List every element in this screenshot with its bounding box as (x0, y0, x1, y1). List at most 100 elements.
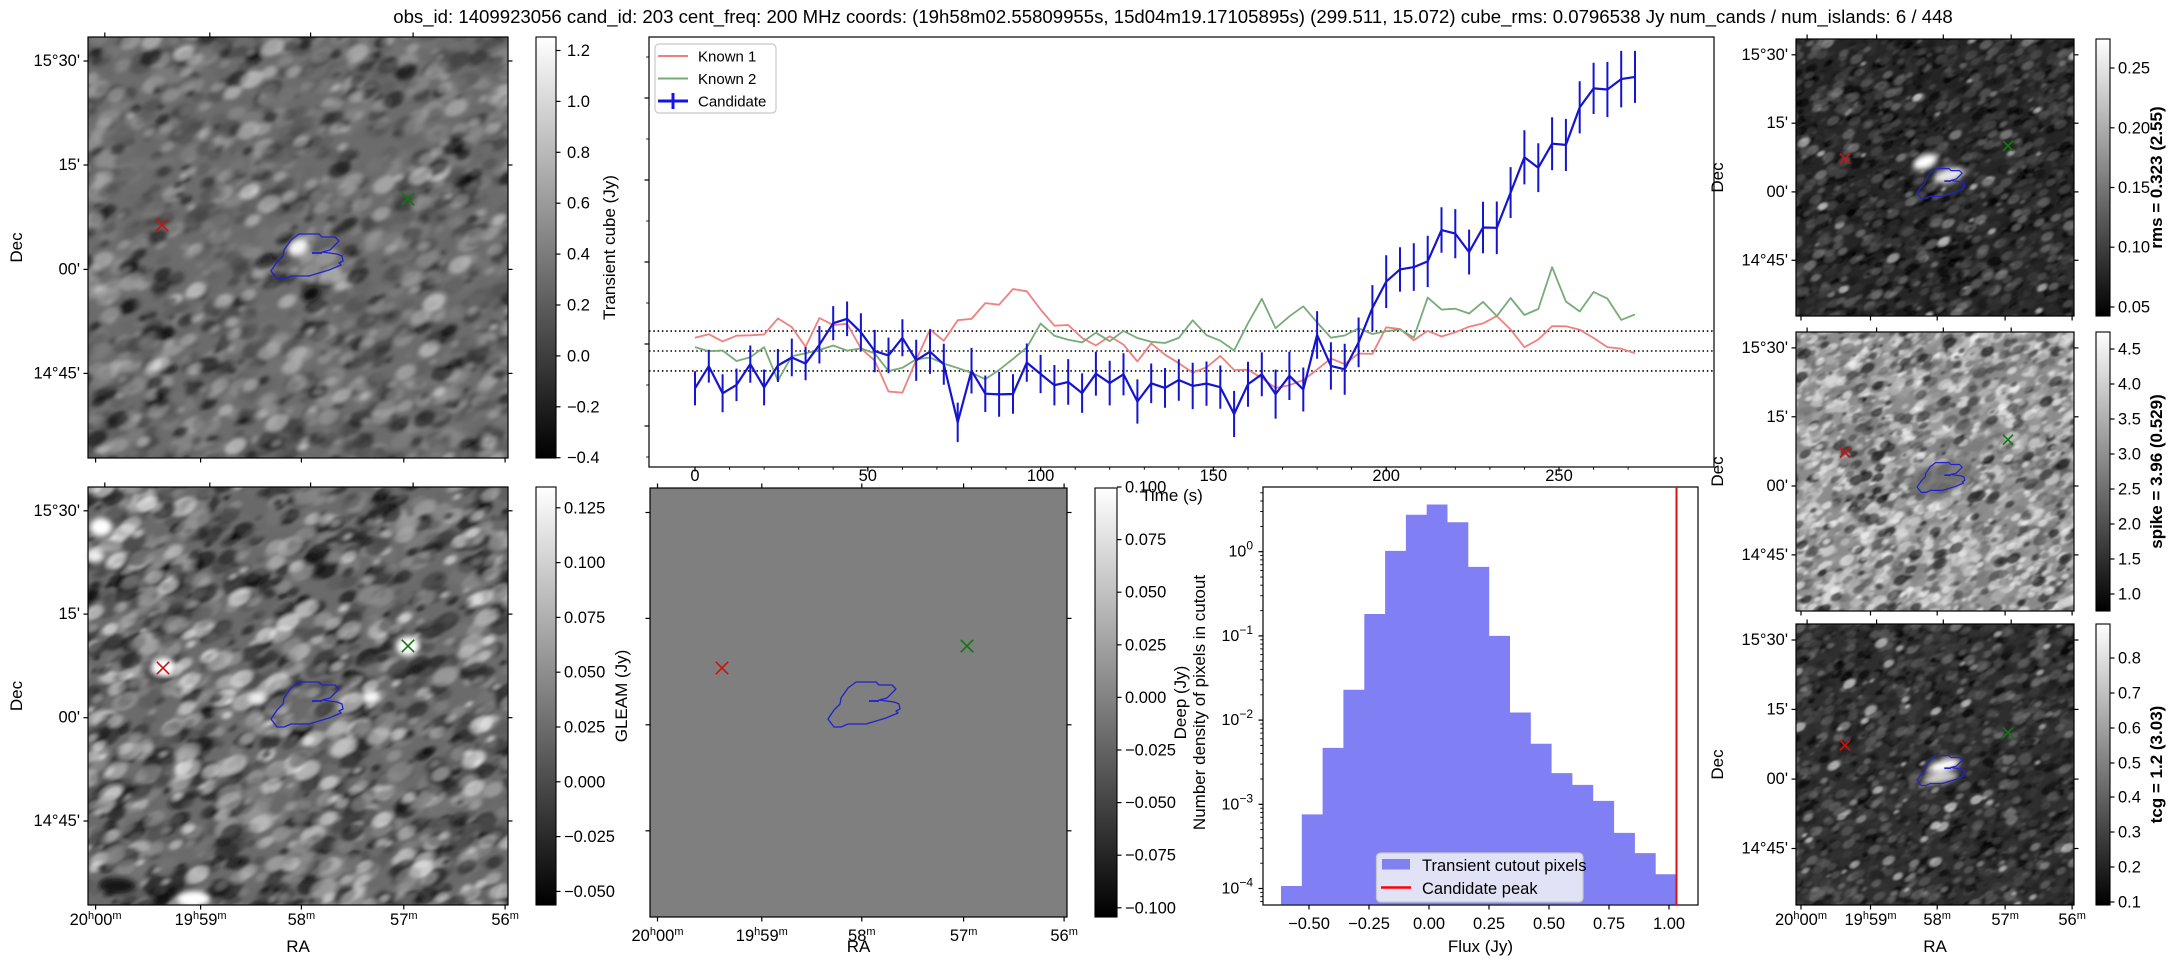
svg-text:Transient cutout pixels: Transient cutout pixels (1422, 857, 1586, 875)
svg-text:0.5: 0.5 (2118, 755, 2141, 773)
svg-text:0.25: 0.25 (2118, 60, 2150, 78)
svg-text:20h00m: 20h00m (1775, 910, 1827, 929)
svg-text:0.100: 0.100 (564, 554, 605, 572)
svg-text:Dec: Dec (7, 232, 26, 263)
svg-text:Dec: Dec (1708, 162, 1727, 193)
svg-text:0.10: 0.10 (2118, 239, 2150, 257)
svg-text:100: 100 (1229, 539, 1254, 561)
svg-text:1.0: 1.0 (2118, 586, 2141, 604)
svg-text:100: 100 (1027, 467, 1055, 485)
svg-text:0.075: 0.075 (564, 609, 605, 627)
svg-text:Dec: Dec (7, 680, 26, 711)
svg-text:0.000: 0.000 (1125, 689, 1166, 707)
svg-text:0.050: 0.050 (564, 664, 605, 682)
svg-text:Candidate: Candidate (698, 94, 766, 111)
svg-text:56m: 56m (1050, 926, 1078, 945)
svg-text:150: 150 (1200, 467, 1228, 485)
svg-text:10−4: 10−4 (1222, 876, 1254, 898)
svg-text:−0.4: −0.4 (567, 449, 600, 467)
svg-text:0.8: 0.8 (2118, 650, 2141, 668)
svg-text:0.1: 0.1 (2118, 894, 2141, 912)
svg-text:14°45': 14°45' (1742, 251, 1788, 269)
svg-text:−0.25: −0.25 (1348, 915, 1390, 933)
svg-text:0.4: 0.4 (567, 246, 590, 264)
svg-text:14°45': 14°45' (1742, 840, 1788, 858)
svg-text:−0.050: −0.050 (1125, 794, 1176, 812)
svg-text:1.2: 1.2 (567, 42, 590, 60)
svg-text:rms = 0.323 (2.55): rms = 0.323 (2.55) (2147, 106, 2166, 248)
svg-text:20h00m: 20h00m (631, 926, 683, 945)
svg-text:−0.025: −0.025 (564, 828, 615, 846)
svg-text:RA: RA (847, 937, 871, 956)
svg-text:RA: RA (286, 937, 310, 956)
svg-text:19h59m: 19h59m (736, 926, 788, 945)
svg-text:15°30': 15°30' (1742, 339, 1788, 357)
svg-text:0.000: 0.000 (564, 773, 605, 791)
svg-text:−0.025: −0.025 (1125, 742, 1176, 760)
svg-text:0.100: 0.100 (1125, 479, 1166, 497)
svg-text:250: 250 (1545, 467, 1573, 485)
svg-text:0.7: 0.7 (2118, 685, 2141, 703)
svg-text:15°30': 15°30' (1742, 46, 1788, 64)
svg-text:00': 00' (1766, 770, 1788, 788)
svg-text:58m: 58m (288, 910, 316, 929)
svg-text:15°30': 15°30' (1742, 631, 1788, 649)
svg-text:00': 00' (58, 260, 80, 278)
svg-text:Known 2: Known 2 (698, 71, 756, 88)
svg-text:−0.050: −0.050 (564, 883, 615, 901)
svg-text:2.0: 2.0 (2118, 516, 2141, 534)
svg-text:1.5: 1.5 (2118, 551, 2141, 569)
svg-text:GLEAM (Jy): GLEAM (Jy) (612, 650, 631, 743)
svg-text:10−1: 10−1 (1222, 623, 1254, 645)
svg-text:spike = 3.96 (0.529): spike = 3.96 (0.529) (2147, 394, 2166, 549)
svg-text:3.0: 3.0 (2118, 446, 2141, 464)
svg-text:56m: 56m (2058, 910, 2086, 929)
svg-text:0.2: 0.2 (2118, 859, 2141, 877)
svg-text:0.4: 0.4 (2118, 789, 2141, 807)
svg-text:obs_id: 1409923056 cand_id: 20: obs_id: 1409923056 cand_id: 203 cent_fre… (393, 6, 1953, 28)
svg-text:15': 15' (1766, 408, 1788, 426)
svg-text:0.50: 0.50 (1533, 915, 1565, 933)
svg-text:15': 15' (1766, 114, 1788, 132)
svg-text:0.8: 0.8 (567, 144, 590, 162)
svg-text:0.125: 0.125 (564, 499, 605, 517)
svg-text:20h00m: 20h00m (70, 910, 122, 929)
svg-text:0.3: 0.3 (2118, 824, 2141, 842)
svg-text:Deep (Jy): Deep (Jy) (1171, 666, 1190, 740)
svg-text:−0.50: −0.50 (1288, 915, 1330, 933)
svg-text:0.025: 0.025 (1125, 636, 1166, 654)
svg-text:58m: 58m (1923, 910, 1951, 929)
svg-text:0.025: 0.025 (564, 719, 605, 737)
svg-text:0.6: 0.6 (2118, 720, 2141, 738)
svg-text:−0.075: −0.075 (1125, 847, 1176, 865)
svg-text:57m: 57m (390, 910, 418, 929)
svg-text:00': 00' (1766, 183, 1788, 201)
svg-text:0.05: 0.05 (2118, 299, 2150, 317)
svg-text:−0.100: −0.100 (1125, 899, 1176, 917)
svg-text:Candidate peak: Candidate peak (1422, 880, 1538, 898)
svg-text:−0.2: −0.2 (567, 398, 600, 416)
svg-text:0.75: 0.75 (1593, 915, 1625, 933)
svg-text:0.050: 0.050 (1125, 584, 1166, 602)
svg-text:56m: 56m (491, 910, 519, 929)
svg-text:0.0: 0.0 (567, 347, 590, 365)
svg-text:15': 15' (58, 605, 80, 623)
svg-text:RA: RA (1923, 937, 1947, 956)
svg-text:50: 50 (859, 467, 877, 485)
svg-text:15': 15' (1766, 700, 1788, 718)
svg-text:Known 1: Known 1 (698, 49, 756, 66)
svg-text:14°45': 14°45' (34, 364, 80, 382)
svg-text:0.2: 0.2 (567, 297, 590, 315)
svg-text:10−2: 10−2 (1222, 707, 1254, 729)
svg-text:200: 200 (1372, 467, 1400, 485)
svg-text:0.25: 0.25 (1473, 915, 1505, 933)
svg-text:Flux (Jy): Flux (Jy) (1448, 937, 1513, 956)
svg-text:0.20: 0.20 (2118, 119, 2150, 137)
svg-text:0.075: 0.075 (1125, 531, 1166, 549)
svg-text:0.15: 0.15 (2118, 179, 2150, 197)
svg-text:00': 00' (58, 709, 80, 727)
svg-text:00': 00' (1766, 477, 1788, 495)
svg-text:57m: 57m (1991, 910, 2019, 929)
svg-text:Dec: Dec (1708, 749, 1727, 780)
svg-text:15°30': 15°30' (34, 52, 80, 70)
